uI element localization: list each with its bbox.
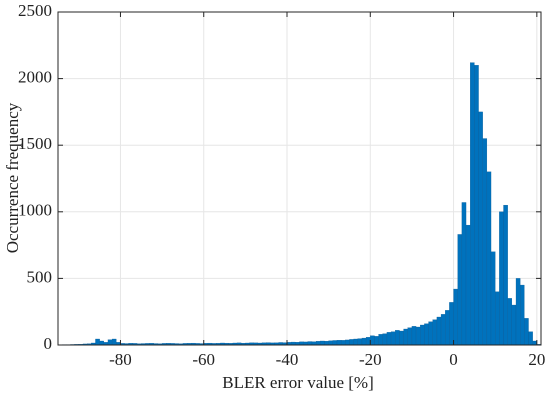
bar bbox=[461, 202, 467, 346]
bar bbox=[503, 204, 508, 346]
bar bbox=[382, 333, 388, 346]
bar bbox=[432, 319, 438, 346]
bar bbox=[470, 62, 475, 346]
bar bbox=[332, 340, 338, 346]
bar bbox=[515, 278, 521, 346]
y-tick-label: 2000 bbox=[18, 68, 52, 87]
bar bbox=[532, 340, 537, 346]
bar bbox=[424, 323, 429, 346]
bar bbox=[399, 330, 404, 346]
x-tick-label: -80 bbox=[109, 350, 132, 369]
bar bbox=[340, 340, 346, 346]
bar bbox=[511, 304, 517, 346]
y-tick-label: 1000 bbox=[18, 201, 52, 220]
bar bbox=[374, 336, 379, 346]
bar bbox=[520, 284, 525, 346]
bar bbox=[407, 327, 413, 346]
bar bbox=[99, 340, 104, 346]
y-tick-label: 1500 bbox=[18, 134, 52, 153]
bar bbox=[453, 288, 458, 346]
bar bbox=[365, 337, 371, 346]
bar bbox=[524, 318, 529, 346]
bar bbox=[428, 321, 433, 346]
x-tick-label: -40 bbox=[276, 350, 299, 369]
plot-frame bbox=[57, 11, 542, 346]
bar bbox=[415, 326, 421, 346]
bar bbox=[478, 111, 483, 346]
bar bbox=[411, 326, 417, 346]
bar bbox=[457, 234, 463, 346]
bar bbox=[316, 341, 321, 346]
bar bbox=[490, 251, 496, 346]
bar bbox=[486, 171, 492, 346]
bar bbox=[528, 331, 533, 346]
bar bbox=[440, 314, 446, 346]
bar bbox=[445, 310, 450, 346]
bar bbox=[465, 224, 471, 346]
bar bbox=[107, 339, 113, 346]
y-tick-label: 500 bbox=[27, 267, 53, 286]
y-tick-label: 2500 bbox=[18, 1, 52, 20]
bar bbox=[307, 341, 313, 346]
bar bbox=[386, 332, 392, 346]
bar bbox=[345, 339, 350, 346]
bar bbox=[111, 338, 117, 346]
bar bbox=[353, 338, 358, 346]
bar bbox=[324, 340, 329, 346]
bar bbox=[320, 340, 325, 346]
bar bbox=[370, 335, 375, 346]
x-tick-label: 0 bbox=[449, 350, 458, 369]
bar bbox=[499, 211, 504, 346]
bar bbox=[420, 324, 425, 346]
x-tick-label: -60 bbox=[192, 350, 215, 369]
y-axis-label: Occurrence frequency bbox=[3, 102, 22, 253]
bar bbox=[336, 340, 342, 346]
bar bbox=[482, 138, 488, 346]
bar bbox=[357, 338, 363, 346]
bar bbox=[507, 298, 513, 346]
bar bbox=[436, 316, 442, 346]
bar bbox=[390, 331, 396, 346]
bar bbox=[449, 302, 454, 346]
x-tick-label: -20 bbox=[359, 350, 382, 369]
bar bbox=[349, 339, 354, 346]
bar bbox=[378, 334, 383, 346]
bar bbox=[474, 65, 479, 346]
x-tick-label: 20 bbox=[528, 350, 545, 369]
x-axis-label: BLER error value [%] bbox=[222, 373, 374, 392]
bar bbox=[403, 328, 408, 346]
bar bbox=[328, 340, 333, 346]
bar bbox=[395, 330, 400, 346]
bar bbox=[495, 291, 500, 346]
bar bbox=[95, 338, 100, 346]
y-tick-label: 0 bbox=[44, 334, 53, 353]
bar bbox=[361, 337, 367, 346]
